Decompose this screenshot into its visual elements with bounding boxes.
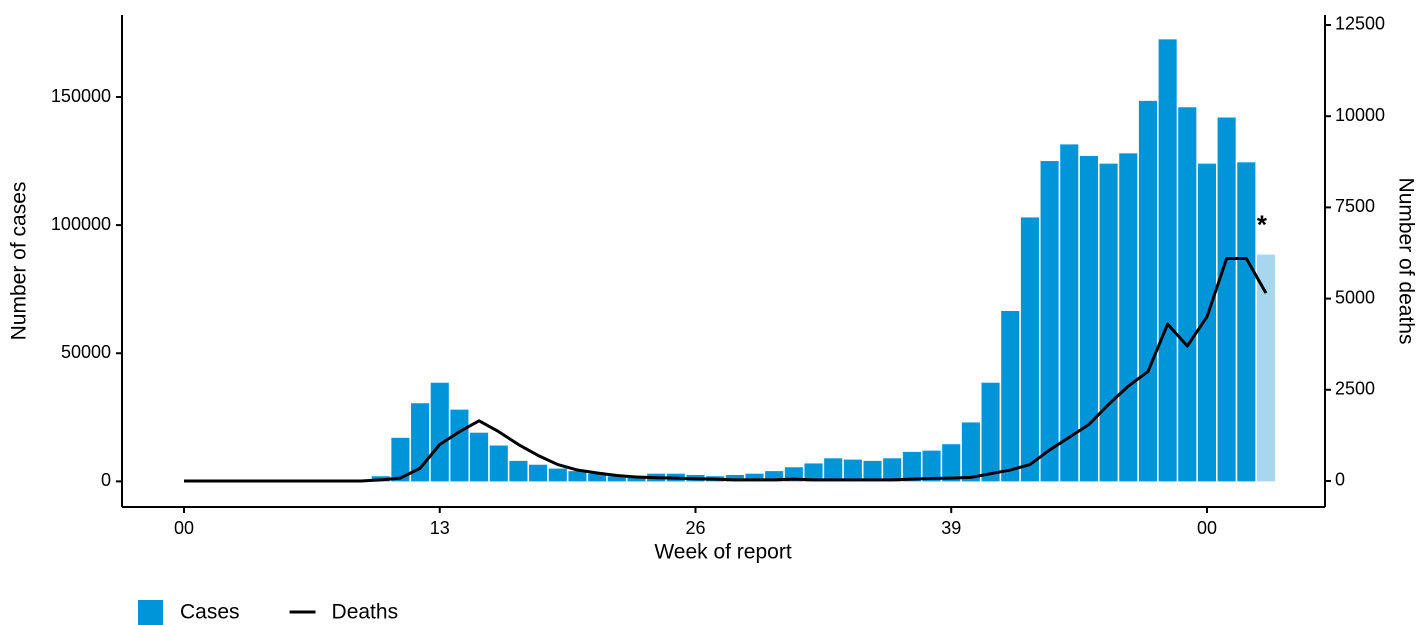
bar <box>489 445 508 482</box>
bar <box>765 471 784 482</box>
bar <box>824 458 843 482</box>
x-axis-title: Week of report <box>654 541 792 564</box>
y-axis-title: Number of cases <box>8 182 31 341</box>
bar <box>961 422 980 482</box>
bar <box>745 473 764 482</box>
bar <box>529 464 548 482</box>
bar <box>627 477 646 482</box>
bar <box>1020 217 1039 482</box>
bar <box>1256 254 1276 482</box>
bar <box>1178 107 1197 482</box>
bar <box>391 437 410 482</box>
x-tick-label: 00 <box>1197 518 1217 538</box>
bar <box>1158 39 1177 482</box>
y2-tick-label: 0 <box>1335 470 1345 490</box>
bar <box>942 444 961 482</box>
bar <box>922 450 941 482</box>
y-tick-label: 150000 <box>51 86 111 106</box>
y-tick-label: 0 <box>101 470 111 490</box>
y2-tick-label: 7500 <box>1335 196 1375 216</box>
bar <box>902 451 921 482</box>
bar <box>470 432 489 482</box>
bar <box>568 471 587 482</box>
bar <box>1001 310 1020 482</box>
bar <box>725 474 744 482</box>
legend-swatch <box>138 600 163 625</box>
bar <box>843 459 862 482</box>
line <box>184 256 1268 483</box>
bar <box>883 458 902 482</box>
bar <box>430 382 449 482</box>
x-tick-label: 26 <box>685 518 705 538</box>
annotation: * <box>1257 209 1268 239</box>
bar <box>1138 100 1157 482</box>
bar <box>509 460 528 482</box>
bar <box>804 463 823 482</box>
x-tick-label: 39 <box>941 518 961 538</box>
bar <box>450 409 469 482</box>
y2-tick-label: 10000 <box>1335 105 1385 125</box>
bar <box>548 468 567 482</box>
bar <box>1217 117 1236 482</box>
x-tick-label: 00 <box>174 518 194 538</box>
y2-tick-label: 5000 <box>1335 287 1375 307</box>
bar <box>1197 163 1217 482</box>
bar <box>1099 163 1118 482</box>
bar <box>863 460 882 482</box>
x-tick-label: 13 <box>430 518 450 538</box>
y2-axis-title: Number of deaths <box>1394 178 1417 345</box>
bar <box>1237 162 1256 482</box>
bar <box>588 473 607 482</box>
y-tick-label: 100000 <box>51 214 111 234</box>
bar <box>1040 161 1059 482</box>
legend-label: Deaths <box>332 601 399 624</box>
bar <box>1079 155 1098 482</box>
y2-tick-label: 12500 <box>1335 14 1385 34</box>
bar <box>1119 153 1138 482</box>
bar <box>1060 144 1079 482</box>
y-tick-label: 50000 <box>61 342 111 362</box>
bar <box>981 382 1000 482</box>
legend-label: Cases <box>180 601 240 624</box>
bar <box>607 476 626 482</box>
y2-tick-label: 2500 <box>1335 379 1375 399</box>
